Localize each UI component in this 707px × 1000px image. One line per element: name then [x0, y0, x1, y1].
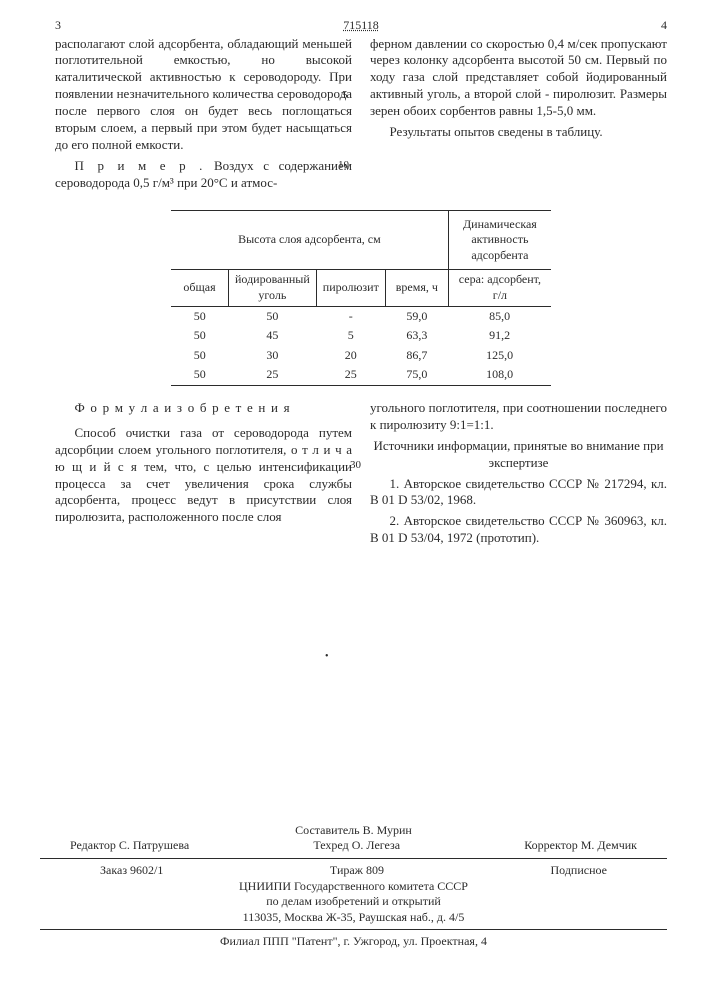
page-left: 3 [55, 18, 61, 34]
cell: 85,0 [448, 306, 551, 326]
cell: 63,3 [385, 326, 448, 346]
footer-block: Составитель В. Мурин Редактор С. Патруше… [40, 823, 667, 950]
dot-mark: • [325, 650, 329, 663]
editor-name: С. Патрушева [119, 838, 189, 852]
para-right-1: ферном давлении со скоростью 0,4 м/сек п… [370, 36, 667, 120]
cell: 5 [316, 326, 385, 346]
formula-left-text: Способ очистки газа от сероводорода путе… [55, 425, 352, 526]
formula-title: Ф о р м у л а и з о б р е т е н и я [55, 400, 352, 417]
divider [40, 858, 667, 859]
para-right-2: Результаты опытов сведены в таблицу. [370, 124, 667, 141]
cell: 108,0 [448, 365, 551, 385]
editor-label: Редактор [70, 838, 116, 852]
th-c2: йодированный уголь [229, 270, 317, 306]
source-1: 1. Авторское свидетельство СССР № 217294… [370, 476, 667, 510]
corr-label: Корректор [524, 838, 578, 852]
cell: 25 [316, 365, 385, 385]
cell: - [316, 306, 385, 326]
page-right: 4 [661, 18, 667, 34]
cell: 50 [171, 306, 229, 326]
cell: 86,7 [385, 346, 448, 366]
line-num-10: 10 [338, 158, 349, 172]
th-height: Высота слоя адсорбента, см [171, 210, 448, 270]
line-num-5: 5 [342, 88, 348, 102]
cell: 75,0 [385, 365, 448, 385]
order-number: Заказ 9602/1 [100, 863, 163, 879]
example-label: П р и м е р . [75, 158, 205, 173]
corr-name: М. Демчик [581, 838, 637, 852]
org-line-3: 113035, Москва Ж-35, Раушская наб., д. 4… [40, 910, 667, 926]
tirage: Тираж 809 [330, 863, 384, 879]
org-line-2: по делам изобретений и открытий [40, 894, 667, 910]
tech-label: Техред [313, 838, 348, 852]
cell: 125,0 [448, 346, 551, 366]
formula-right-column: угольного поглотителя, при соотношении п… [370, 400, 667, 551]
right-column: ферном давлении со скоростью 0,4 м/сек п… [370, 36, 667, 196]
source-2: 2. Авторское свидетельство СССР № 360963… [370, 513, 667, 547]
podpisnoe: Подписное [551, 863, 608, 879]
org-line-1: ЦНИИПИ Государственного комитета СССР [40, 879, 667, 895]
cell: 50 [171, 365, 229, 385]
cell: 59,0 [385, 306, 448, 326]
th-c1: общая [171, 270, 229, 306]
th-c4: время, ч [385, 270, 448, 306]
divider-2 [40, 929, 667, 930]
cell: 20 [316, 346, 385, 366]
cell: 45 [229, 326, 317, 346]
cell: 30 [229, 346, 317, 366]
tech-name: О. Легеза [352, 838, 400, 852]
cell: 91,2 [448, 326, 551, 346]
doc-number: 715118 [343, 18, 379, 34]
formula-left-column: Ф о р м у л а и з о б р е т е н и я Спос… [55, 400, 352, 551]
th-c3: пиролюзит [316, 270, 385, 306]
filial-line: Филиал ППП "Патент", г. Ужгород, ул. Про… [40, 934, 667, 950]
cell: 50 [171, 346, 229, 366]
sources-title: Источники информации, принятые во вниман… [370, 438, 667, 472]
composer-name: В. Мурин [363, 823, 412, 837]
data-table: Высота слоя адсорбента, см Динамическая … [171, 210, 551, 386]
cell: 50 [229, 306, 317, 326]
th-c5: сера: адсорбент, г/л [448, 270, 551, 306]
left-column: располагают слой адсорбента, обладающий … [55, 36, 352, 196]
para-left-1: располагают слой адсорбента, обладающий … [55, 36, 352, 154]
th-activity: Динамическая активность адсорбента [448, 210, 551, 270]
para-left-2: П р и м е р . Воздух с содержанием серов… [55, 158, 352, 192]
line-num-30: 30 [350, 458, 361, 472]
formula-right-p1: угольного поглотителя, при соотношении п… [370, 400, 667, 434]
cell: 50 [171, 326, 229, 346]
composer-label: Составитель [295, 823, 359, 837]
cell: 25 [229, 365, 317, 385]
